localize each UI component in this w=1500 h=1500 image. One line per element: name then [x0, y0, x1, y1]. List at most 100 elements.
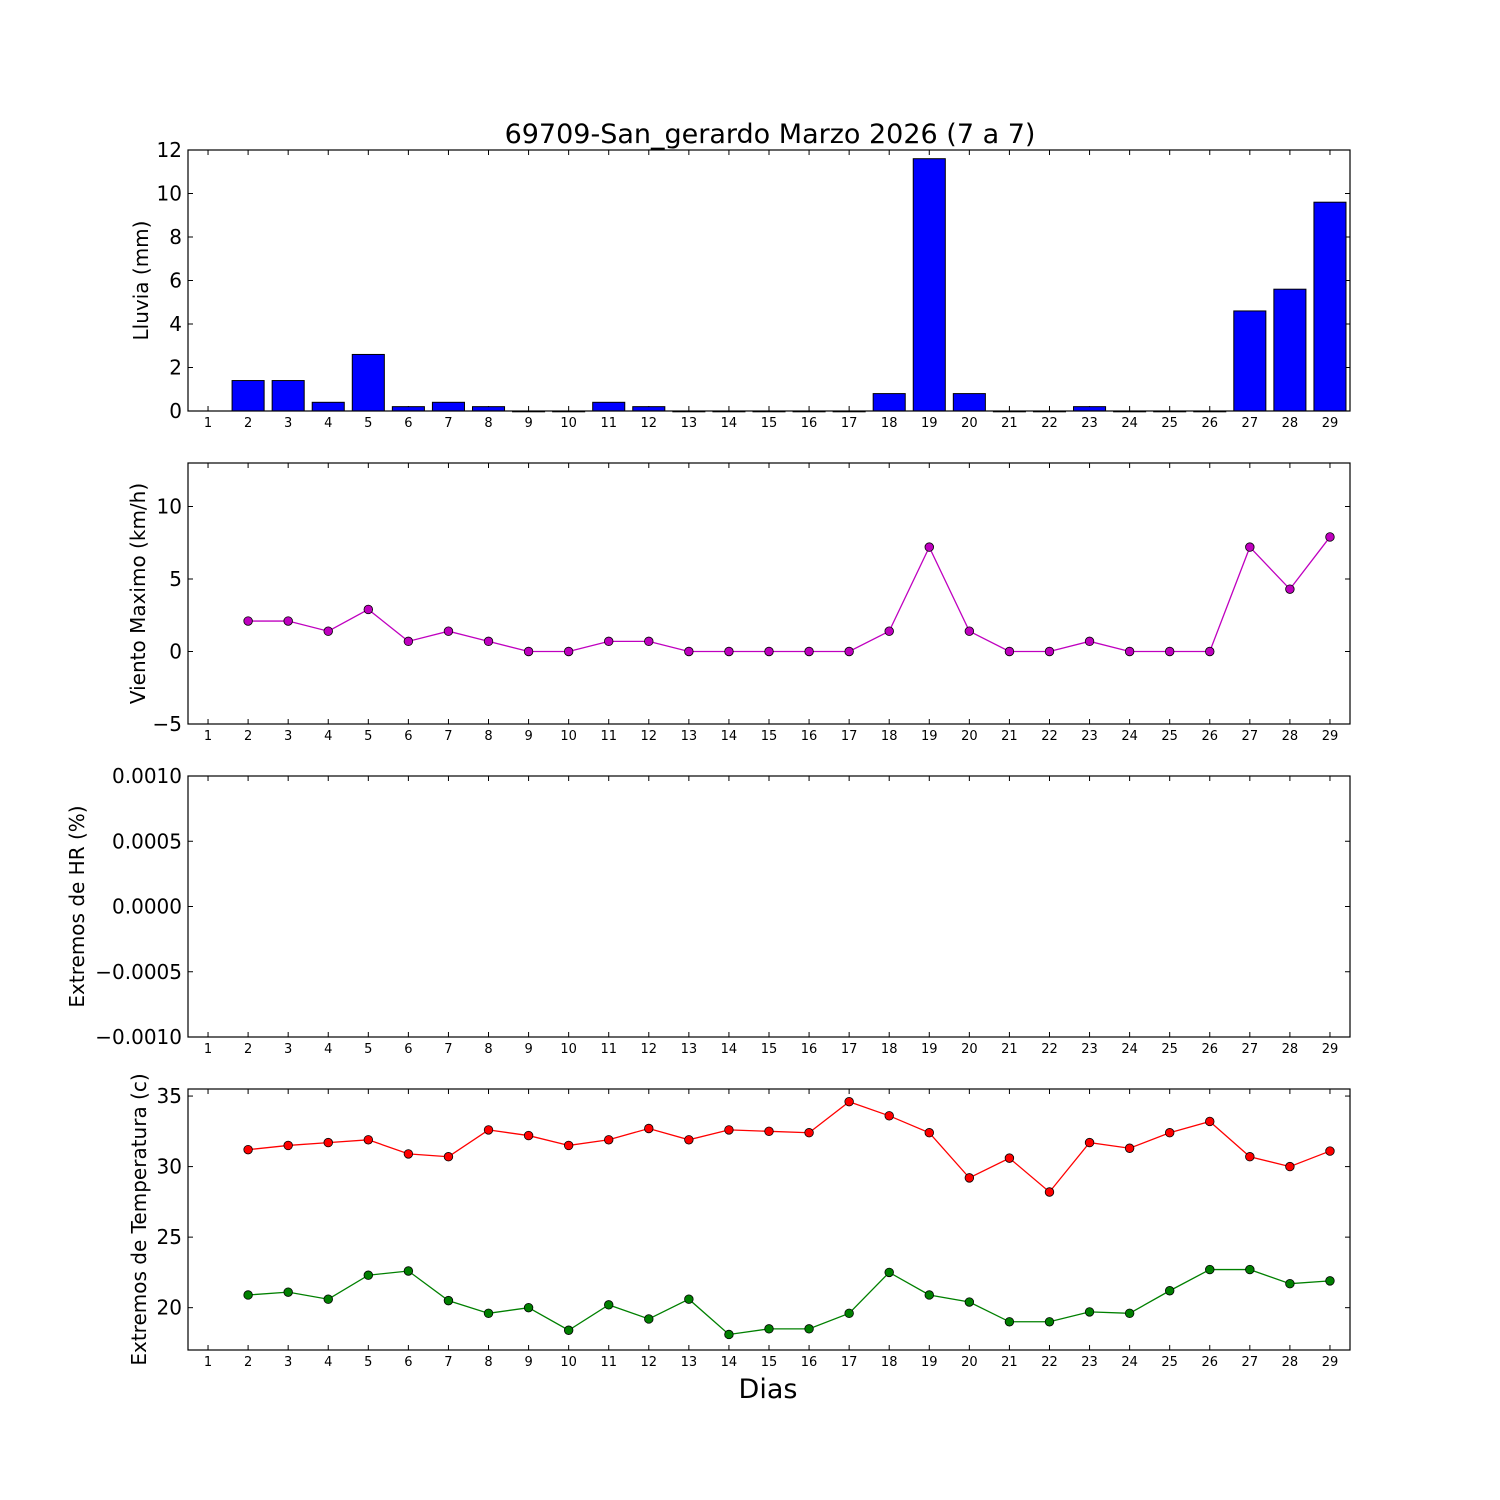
data-point — [563, 1140, 574, 1151]
xtick-label: 24 — [1121, 416, 1138, 431]
series-line-maxima — [248, 1100, 1331, 1193]
xtick-label: 9 — [524, 729, 532, 744]
xtick-label: 10 — [560, 416, 577, 431]
xtick-label: 11 — [600, 416, 617, 431]
data-point — [724, 1329, 734, 1340]
xtick-label: 28 — [1282, 416, 1299, 431]
data-point — [1164, 1286, 1175, 1296]
xtick-label: 25 — [1161, 1355, 1178, 1370]
data-point — [483, 1308, 494, 1319]
xtick-label: 28 — [1282, 1042, 1299, 1057]
data-point — [483, 636, 494, 647]
data-point — [523, 1130, 534, 1141]
xtick-label: 1 — [204, 1042, 212, 1057]
xtick-label: 18 — [881, 1355, 898, 1370]
xtick-label: 7 — [444, 416, 452, 431]
xtick-label: 17 — [841, 1042, 858, 1057]
data-point — [684, 1135, 694, 1145]
xtick-label: 13 — [681, 1355, 698, 1370]
xtick-label: 1 — [204, 416, 212, 431]
data-point — [644, 1123, 654, 1134]
xtick-label: 28 — [1282, 729, 1299, 744]
ytick-label: 0.0005 — [112, 829, 182, 853]
xtick-label: 23 — [1081, 1355, 1098, 1370]
data-point — [403, 1266, 414, 1276]
ytick-label: 25 — [157, 1225, 182, 1249]
data-point — [924, 1128, 934, 1138]
xtick-label: 15 — [761, 1355, 778, 1370]
ytick-label: 12 — [157, 138, 182, 162]
xtick-label: 19 — [921, 1042, 938, 1057]
xtick-label: 21 — [1001, 729, 1018, 744]
data-point — [403, 1149, 414, 1159]
data-point — [243, 1290, 253, 1300]
data-point — [724, 646, 734, 657]
ytick-label: 0.0010 — [112, 764, 182, 788]
data-point — [764, 646, 774, 657]
xtick-label: 27 — [1242, 1355, 1259, 1370]
data-point — [443, 626, 454, 636]
xtick-label: 12 — [641, 416, 658, 431]
xtick-label: 9 — [524, 416, 532, 431]
xtick-label: 14 — [721, 1042, 738, 1057]
rain-bar — [311, 401, 345, 412]
xtick-label: 21 — [1001, 1042, 1018, 1057]
xtick-label: 2 — [244, 729, 252, 744]
rain-bar — [912, 158, 946, 412]
data-point — [764, 1126, 774, 1137]
data-point — [403, 636, 414, 647]
ytick-label: 20 — [157, 1296, 182, 1320]
ytick-label: 2 — [169, 356, 182, 380]
xtick-label: 24 — [1121, 729, 1138, 744]
series-line-viento maximo — [248, 536, 1331, 653]
axes-frame — [187, 149, 1351, 412]
xtick-label: 15 — [761, 1042, 778, 1057]
data-point — [323, 1137, 333, 1148]
xtick-label: 5 — [364, 1355, 372, 1370]
xtick-label: 26 — [1201, 1355, 1218, 1370]
xtick-label: 7 — [444, 729, 452, 744]
xtick-label: 11 — [600, 1355, 617, 1370]
data-point — [523, 1302, 534, 1313]
xtick-label: 14 — [721, 1355, 738, 1370]
series-line-minima — [248, 1268, 1331, 1336]
xtick-label: 4 — [324, 729, 332, 744]
data-point — [1164, 646, 1175, 657]
data-point — [1245, 1264, 1255, 1275]
xtick-label: 14 — [721, 416, 738, 431]
data-point — [1245, 542, 1255, 552]
xtick-label: 13 — [681, 416, 698, 431]
data-point — [1044, 646, 1055, 657]
data-point — [1325, 1276, 1335, 1286]
xtick-label: 10 — [560, 729, 577, 744]
xtick-label: 3 — [284, 1355, 292, 1370]
xtick-label: 22 — [1041, 1042, 1058, 1057]
data-point — [1084, 1307, 1095, 1317]
data-point — [964, 1173, 975, 1183]
data-point — [724, 1125, 734, 1135]
ytick-label: −0.0010 — [95, 1025, 182, 1049]
xtick-label: 12 — [641, 1355, 658, 1370]
xtick-label: 6 — [404, 416, 412, 431]
xtick-label: 2 — [244, 1355, 252, 1370]
data-point — [964, 626, 975, 636]
xtick-label: 5 — [364, 416, 372, 431]
xtick-label: 13 — [681, 1042, 698, 1057]
data-point — [604, 1300, 614, 1310]
xtick-label: 29 — [1322, 416, 1339, 431]
ytick-label: 6 — [169, 269, 182, 293]
xtick-label: 12 — [641, 1042, 658, 1057]
xtick-label: 21 — [1001, 1355, 1018, 1370]
y-axis-label: Lluvia (mm) — [129, 221, 153, 341]
xtick-label: 27 — [1242, 729, 1259, 744]
xtick-label: 20 — [961, 1355, 978, 1370]
xtick-label: 15 — [761, 416, 778, 431]
data-point — [684, 646, 694, 657]
xtick-label: 26 — [1201, 729, 1218, 744]
xtick-label: 1 — [204, 1355, 212, 1370]
rain-bar — [351, 353, 385, 412]
data-point — [1285, 1278, 1295, 1289]
xtick-label: 6 — [404, 1355, 412, 1370]
